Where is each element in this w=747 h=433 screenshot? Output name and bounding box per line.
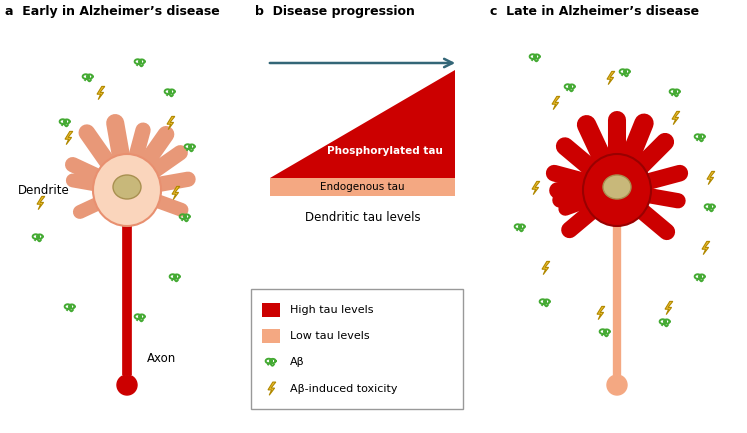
Text: a  Early in Alzheimer’s disease: a Early in Alzheimer’s disease bbox=[5, 5, 220, 18]
Polygon shape bbox=[532, 181, 540, 194]
Polygon shape bbox=[65, 131, 72, 145]
Text: Low tau levels: Low tau levels bbox=[290, 331, 370, 341]
Polygon shape bbox=[37, 197, 45, 210]
Polygon shape bbox=[270, 70, 455, 178]
FancyBboxPatch shape bbox=[251, 289, 463, 409]
Polygon shape bbox=[707, 171, 715, 184]
Text: Phosphorylated tau: Phosphorylated tau bbox=[326, 146, 443, 156]
Polygon shape bbox=[702, 242, 710, 255]
Bar bbox=[270, 178, 455, 196]
Bar bbox=[262, 329, 280, 343]
Polygon shape bbox=[542, 262, 550, 275]
Text: c  Late in Alzheimer’s disease: c Late in Alzheimer’s disease bbox=[490, 5, 699, 18]
Bar bbox=[262, 303, 280, 317]
Polygon shape bbox=[597, 307, 605, 320]
Polygon shape bbox=[268, 382, 276, 395]
Text: Axon: Axon bbox=[147, 352, 176, 365]
Polygon shape bbox=[552, 97, 560, 110]
Ellipse shape bbox=[603, 175, 631, 199]
Text: Aβ: Aβ bbox=[290, 358, 305, 368]
Text: Dendritic tau levels: Dendritic tau levels bbox=[305, 211, 421, 224]
Polygon shape bbox=[97, 87, 105, 100]
Text: Dendrite: Dendrite bbox=[18, 184, 69, 197]
Ellipse shape bbox=[93, 154, 161, 226]
Polygon shape bbox=[672, 111, 680, 125]
Text: Endogenous tau: Endogenous tau bbox=[320, 182, 405, 192]
Polygon shape bbox=[607, 71, 615, 84]
Ellipse shape bbox=[113, 175, 141, 199]
Ellipse shape bbox=[607, 375, 627, 395]
Polygon shape bbox=[665, 301, 673, 315]
Polygon shape bbox=[167, 116, 175, 129]
Text: High tau levels: High tau levels bbox=[290, 305, 374, 315]
Ellipse shape bbox=[583, 154, 651, 226]
Polygon shape bbox=[172, 186, 180, 200]
Text: b  Disease progression: b Disease progression bbox=[255, 5, 415, 18]
Text: Aβ-induced toxicity: Aβ-induced toxicity bbox=[290, 384, 397, 394]
Ellipse shape bbox=[117, 375, 137, 395]
